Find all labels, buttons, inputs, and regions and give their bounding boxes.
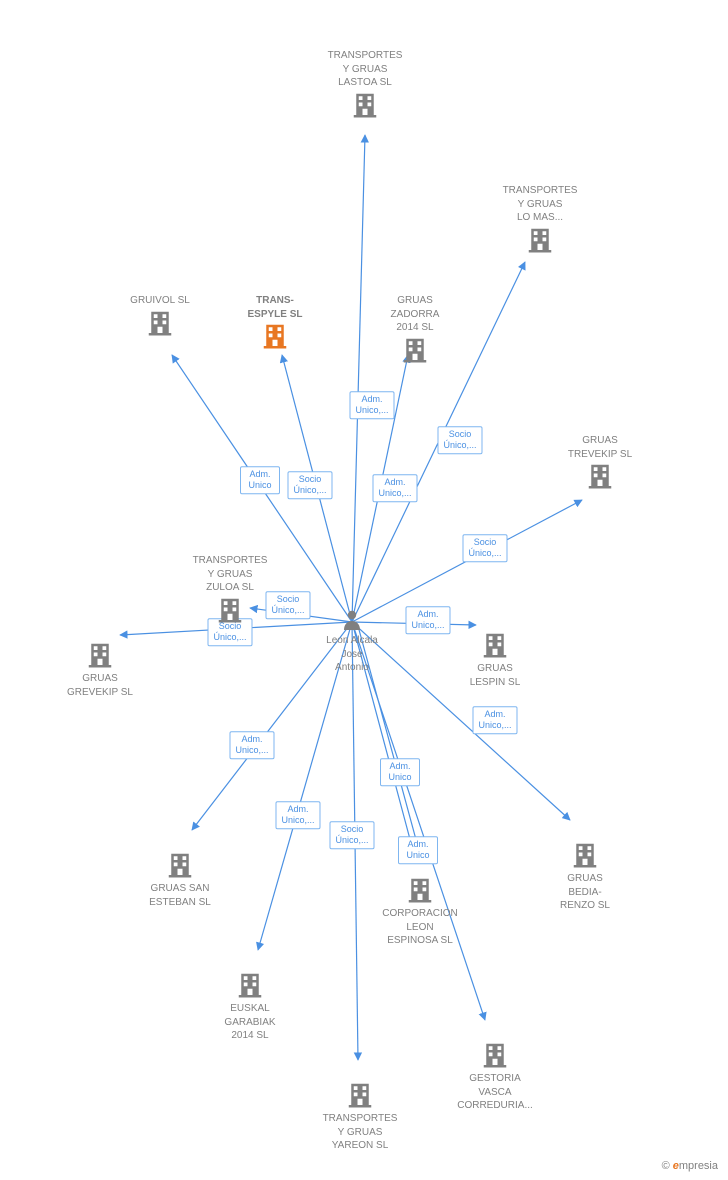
building-icon [215,595,245,625]
edge-label: Adm. Unico,... [372,474,417,502]
company-node[interactable]: GRUAS SAN ESTEBAN SL [120,850,240,909]
building-icon [480,630,510,660]
node-label: GRUAS SAN ESTEBAN SL [120,882,240,909]
edge-label: Socio Único,... [437,426,482,454]
node-label: CORPORACION LEON ESPINOSA SL [360,907,480,948]
brand-rest: mpresia [679,1160,718,1172]
building-icon [145,308,175,338]
node-label: TRANSPORTES Y GRUAS YAREON SL [300,1112,420,1153]
edge-label: Adm. Unico [398,836,438,864]
edge-label: Adm. Unico,... [275,801,320,829]
building-icon [525,225,555,255]
node-label: GRUAS BEDIA- RENZO SL [525,872,645,913]
company-node[interactable]: CORPORACION LEON ESPINOSA SL [360,875,480,948]
edge-label: Socio Único,... [329,821,374,849]
edge-label: Adm. Unico,... [472,706,517,734]
company-node[interactable]: GRUAS ZADORRA 2014 SL [355,294,475,367]
company-node[interactable]: TRANSPORTES Y GRUAS LASTOA SL [305,49,425,122]
node-label: GRUAS TREVEKIP SL [540,434,660,461]
company-node[interactable]: GRUAS TREVEKIP SL [540,434,660,493]
edge-label: Socio Único,... [462,534,507,562]
building-icon [480,1040,510,1070]
company-node[interactable]: TRANS- ESPYLE SL [215,294,335,353]
copyright-symbol: © [662,1160,670,1172]
company-node[interactable]: TRANSPORTES Y GRUAS YAREON SL [300,1080,420,1153]
person-node[interactable]: Leon Alcala Jose Antonio [292,608,412,675]
node-label: EUSKAL GARABIAK 2014 SL [190,1002,310,1043]
company-node[interactable]: GRUAS LESPIN SL [435,630,555,689]
building-icon [350,90,380,120]
company-node[interactable]: EUSKAL GARABIAK 2014 SL [190,970,310,1043]
edge-label: Adm. Unico,... [349,391,394,419]
building-icon [585,461,615,491]
company-node[interactable]: GRUAS BEDIA- RENZO SL [525,840,645,913]
building-icon [85,640,115,670]
building-icon [235,970,265,1000]
company-node[interactable]: GRUAS GREVEKIP SL [40,640,160,699]
company-node[interactable]: GESTORIA VASCA CORREDURIA... [435,1040,555,1113]
company-node[interactable]: TRANSPORTES Y GRUAS LO MAS... [480,184,600,257]
building-icon [165,850,195,880]
building-icon [570,840,600,870]
person-icon [340,608,364,632]
edge-line [352,135,365,622]
footer-credit: © empresia [662,1160,718,1172]
edge-label: Adm. Unico [240,466,280,494]
node-label: GESTORIA VASCA CORREDURIA... [435,1072,555,1113]
node-label: GRUIVOL SL [100,294,220,308]
building-icon [345,1080,375,1110]
node-label: TRANSPORTES Y GRUAS LASTOA SL [305,49,425,90]
building-icon [400,335,430,365]
edge-label: Adm. Unico [380,758,420,786]
node-label: GRUAS LESPIN SL [435,662,555,689]
graph-canvas [0,0,728,1180]
edge-label: Socio Único,... [287,471,332,499]
node-label: TRANSPORTES Y GRUAS ZULOA SL [170,554,290,595]
node-label: GRUAS ZADORRA 2014 SL [355,294,475,335]
node-label: GRUAS GREVEKIP SL [40,672,160,699]
node-label: TRANSPORTES Y GRUAS LO MAS... [480,184,600,225]
company-node[interactable]: TRANSPORTES Y GRUAS ZULOA SL [170,554,290,627]
company-node[interactable]: GRUIVOL SL [100,294,220,340]
edge-label: Adm. Unico,... [229,731,274,759]
building-icon [260,321,290,351]
person-label: Leon Alcala Jose Antonio [292,634,412,675]
node-label: TRANS- ESPYLE SL [215,294,335,321]
building-icon [405,875,435,905]
